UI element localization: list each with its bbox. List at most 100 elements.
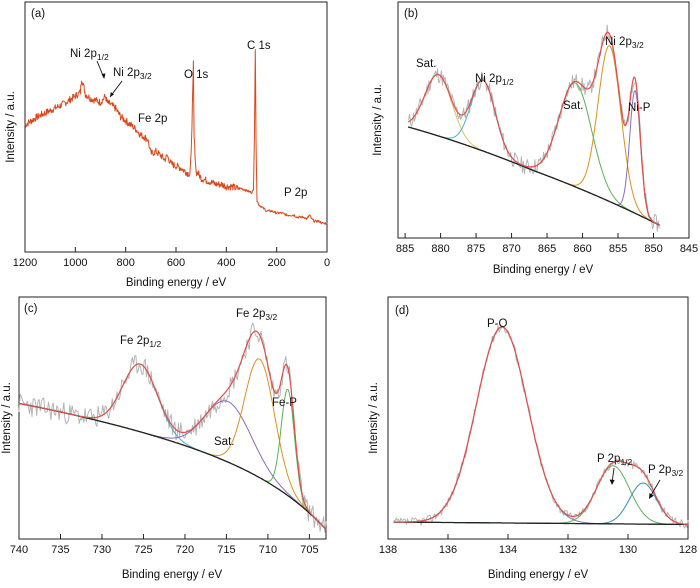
panel-a-peak-label: O 1s [184, 69, 209, 81]
panel-b-xtick-label: 885 [396, 243, 414, 255]
panel-a-xtick-label: 1000 [63, 257, 87, 269]
panel-a-tag: (a) [31, 8, 45, 20]
panel-a-arrowhead [101, 73, 106, 79]
panel-d-raw-data [393, 325, 689, 529]
panel-d-ylabel: Intensity / a.u. [368, 382, 380, 454]
panel-d-fit-component [393, 482, 689, 525]
panel-c-peak-label: Sat. [214, 436, 234, 448]
panel-c-xtick-label: 740 [10, 544, 28, 556]
panel-a-xtick-label: 1200 [13, 257, 37, 269]
panel-d-xtick-label: 134 [499, 544, 517, 556]
panel-a-ylabel: Intensity / a.u. [5, 91, 17, 163]
panel-d-xticks: 138 136 134 132 130 128 [379, 534, 697, 556]
panel-b-xtick-label: 860 [573, 243, 591, 255]
panel-d-xtick-label: 130 [619, 544, 637, 556]
panel-c-annotations: Fe 2p1/2 Fe 2p3/2 Fe-P Sat. [120, 308, 297, 448]
panel-d-xtick-label: 136 [439, 544, 457, 556]
panel-d-fit-component [393, 326, 689, 525]
panel-b-envelope [408, 31, 660, 226]
panel-c-xtick-label: 725 [134, 544, 152, 556]
panel-b-series [407, 24, 660, 232]
panel-a-survey-spectrum: (a) Binding energy / eV Intensity / a.u.… [5, 1, 330, 289]
panel-c-xlabel: Binding energy / eV [122, 569, 223, 581]
panel-b-fit-component [408, 79, 660, 226]
panel-d-background [393, 521, 689, 526]
panel-c-xtick-label: 705 [300, 544, 318, 556]
panel-a-xtick-label: 400 [217, 257, 235, 269]
panel-c-series [18, 322, 327, 533]
panel-d-envelope [393, 326, 689, 525]
panel-d-xlabel: Binding energy / eV [488, 569, 589, 581]
panel-a-xlabel: Binding energy / eV [126, 277, 227, 289]
panel-b-background [407, 126, 660, 226]
panel-b-xtick-label: 870 [502, 243, 520, 255]
panel-c-xticks: 740 735 730 725 720 715 710 705 [10, 534, 319, 556]
panel-b-xticks: 885 880 875 870 865 860 855 850 845 [396, 233, 698, 255]
panel-a-peak-label: P 2p [284, 187, 307, 199]
panel-d-arrow [649, 479, 661, 498]
panel-c-fit-component [18, 363, 327, 530]
panel-a-peak-label: Fe 2p [138, 113, 167, 125]
panel-b-peak-label: Sat. [416, 58, 436, 70]
panel-a-xtick-label: 800 [116, 257, 134, 269]
panel-a-xticks: 1200 1000 800 600 400 200 0 [13, 247, 330, 269]
panel-c-background [18, 402, 327, 530]
panel-b-xlabel: Binding energy / eV [493, 264, 594, 276]
panel-d-annotations: P-O P 2p1/2 P 2p3/2 [487, 318, 684, 499]
panel-d-peak-label: P 2p1/2 [597, 453, 633, 467]
panel-c-xtick-label: 710 [259, 544, 277, 556]
panel-d-peak-label: P 2p3/2 [648, 464, 684, 478]
panel-d-series [393, 325, 689, 529]
panel-b-peak-label: Ni 2p3/2 [605, 36, 644, 50]
panel-c-peak-label: Fe 2p3/2 [236, 308, 278, 322]
panel-d-xtick-label: 128 [679, 544, 697, 556]
panel-c-tag: (c) [24, 303, 38, 315]
panel-d-frame [387, 296, 689, 540]
panel-c-xtick-label: 720 [176, 544, 194, 556]
panel-a-series [24, 49, 328, 225]
panel-b-annotations: Sat. Ni 2p1/2 Sat. Ni 2p3/2 Ni-P [416, 36, 651, 114]
panel-b-fit-component [408, 45, 660, 226]
panel-c-xtick-label: 715 [217, 544, 235, 556]
panel-a-annotations: Ni 2p1/2 Ni 2p3/2 O 1s C 1s Fe 2p P 2p [70, 40, 307, 199]
panel-c-fit-component [18, 388, 327, 530]
panel-b-peak-label: Ni-P [628, 102, 651, 114]
panel-b-peak-label: Sat. [563, 100, 583, 112]
panel-c-peak-label: Fe 2p1/2 [120, 335, 162, 349]
panel-a-arrowhead [110, 92, 114, 97]
panel-a-frame [24, 1, 328, 253]
panel-b-xtick-label: 880 [431, 243, 449, 255]
panel-b-xtick-label: 850 [644, 243, 662, 255]
panel-b-frame [397, 1, 690, 239]
panel-a-xtick-label: 200 [267, 257, 285, 269]
panel-d-peak-label: P-O [487, 318, 508, 330]
panel-b-peak-label: Ni 2p1/2 [475, 73, 514, 87]
panel-b-xtick-label: 845 [680, 243, 698, 255]
panel-c-fe-2p-spectrum: (c) Binding energy / eV Intensity / a.u.… [1, 296, 327, 581]
panel-b-xtick-label: 865 [538, 243, 556, 255]
panel-b-xtick-label: 875 [467, 243, 485, 255]
panel-c-peak-label: Fe-P [272, 397, 297, 409]
panel-b-xtick-label: 855 [609, 243, 627, 255]
panel-d-arrowhead [609, 479, 615, 485]
panel-d-p-2p-spectrum: (d) Binding energy / eV Intensity / a.u.… [368, 296, 697, 581]
panel-c-frame [18, 296, 327, 540]
panel-d-xtick-label: 132 [559, 544, 577, 556]
panel-d-xtick-label: 138 [379, 544, 397, 556]
panel-b-ni-2p-spectrum: (b) Binding energy / eV Intensity / a.u.… [372, 1, 698, 276]
panel-a-peak-label: Ni 2p1/2 [70, 48, 109, 62]
panel-a-survey-line [24, 49, 328, 225]
panel-c-ylabel: Intensity / a.u. [1, 382, 13, 454]
panel-c-xtick-label: 735 [51, 544, 69, 556]
panel-b-raw-data [408, 24, 660, 232]
panel-d-arrowhead [649, 493, 654, 499]
panel-a-xtick-label: 600 [167, 257, 185, 269]
panel-b-ylabel: Intensity / a.u. [372, 84, 384, 156]
panel-a-peak-label: Ni 2p3/2 [113, 67, 152, 81]
panel-d-tag: (d) [395, 305, 409, 317]
panel-a-xtick-label: 0 [324, 257, 330, 269]
panel-a-peak-label: C 1s [247, 40, 271, 52]
panel-b-tag: (b) [404, 8, 418, 20]
panel-c-envelope [18, 330, 327, 530]
